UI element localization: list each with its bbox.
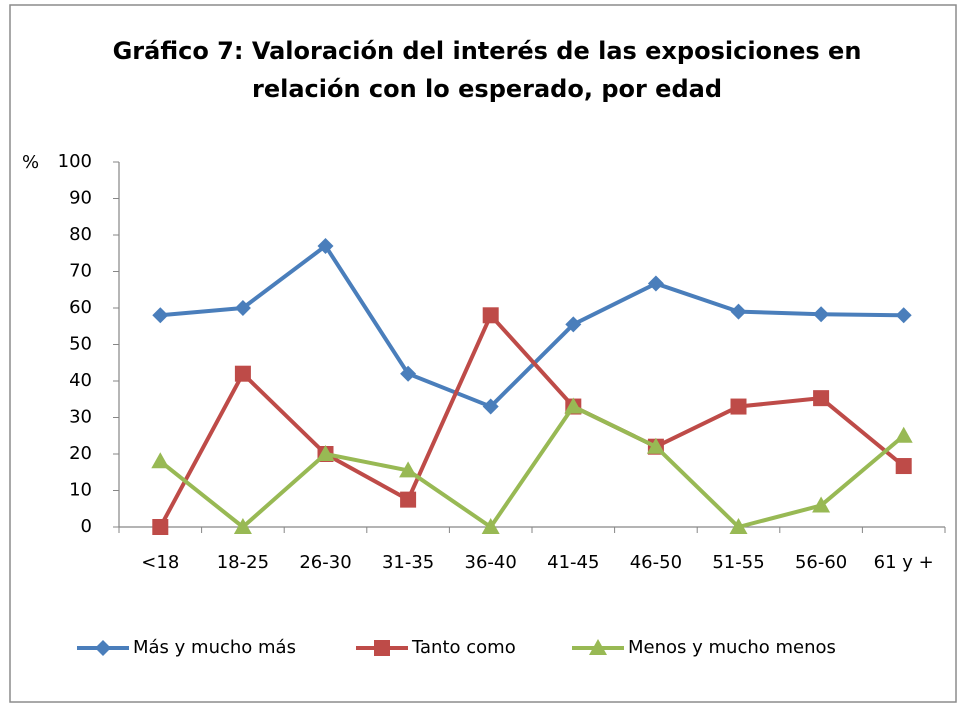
marker bbox=[894, 426, 913, 443]
chart-border bbox=[9, 4, 957, 703]
y-tick-label: 0 bbox=[81, 516, 92, 537]
marker bbox=[730, 398, 747, 415]
marker bbox=[400, 365, 417, 382]
x-tick-label: 41-45 bbox=[547, 552, 599, 573]
marker bbox=[646, 437, 665, 454]
marker bbox=[589, 639, 607, 655]
x-tick-label: 18-25 bbox=[217, 552, 269, 573]
x-tick-label: 26-30 bbox=[299, 552, 351, 573]
y-tick-label: 20 bbox=[69, 443, 92, 464]
legend-label: Tanto como bbox=[411, 637, 516, 658]
series-line bbox=[159, 404, 905, 529]
chart-title: relación con lo esperado, por edad bbox=[252, 75, 722, 103]
marker bbox=[647, 275, 664, 292]
marker bbox=[95, 640, 111, 656]
y-tick-label: 40 bbox=[69, 370, 92, 391]
marker bbox=[151, 452, 170, 469]
marker bbox=[895, 458, 912, 475]
x-tick-label: 36-40 bbox=[465, 552, 517, 573]
marker bbox=[481, 518, 500, 534]
chart-title: Gráfico 7: Valoración del interés de las… bbox=[113, 37, 862, 65]
marker bbox=[813, 306, 830, 323]
marker bbox=[565, 316, 582, 333]
marker bbox=[399, 461, 418, 478]
y-tick-label: 10 bbox=[69, 480, 92, 501]
x-tick-label: 46-50 bbox=[630, 552, 682, 573]
y-tick-label: 70 bbox=[69, 261, 92, 282]
x-tick-label: <18 bbox=[141, 552, 179, 573]
series-line bbox=[160, 243, 904, 409]
marker bbox=[564, 397, 583, 414]
marker bbox=[234, 365, 251, 382]
marker bbox=[813, 390, 830, 407]
marker bbox=[482, 398, 499, 415]
y-tick-label: 50 bbox=[69, 334, 92, 355]
x-tick-label: 56-60 bbox=[795, 552, 847, 573]
marker bbox=[895, 307, 912, 324]
marker bbox=[482, 307, 499, 324]
y-tick-label: 80 bbox=[69, 224, 92, 245]
marker bbox=[730, 303, 747, 320]
marker bbox=[152, 307, 169, 324]
marker bbox=[316, 445, 335, 461]
y-tick-label: 100 bbox=[58, 151, 92, 172]
marker bbox=[812, 496, 831, 513]
x-tick-label: 61 y + bbox=[874, 552, 934, 573]
marker bbox=[234, 300, 251, 316]
y-tick-label: 60 bbox=[69, 297, 92, 318]
marker bbox=[317, 237, 334, 254]
x-tick-label: 31-35 bbox=[382, 552, 434, 573]
y-axis-label: % bbox=[22, 152, 39, 173]
legend-label: Más y mucho más bbox=[133, 637, 296, 658]
x-tick-label: 51-55 bbox=[712, 552, 764, 573]
legend-label: Menos y mucho menos bbox=[628, 637, 836, 658]
marker bbox=[152, 519, 169, 535]
marker bbox=[233, 518, 252, 534]
y-tick-label: 90 bbox=[69, 188, 92, 209]
marker bbox=[400, 491, 417, 508]
series-line bbox=[158, 313, 905, 528]
marker bbox=[374, 640, 390, 656]
marker bbox=[729, 518, 748, 534]
y-tick-label: 30 bbox=[69, 407, 92, 428]
